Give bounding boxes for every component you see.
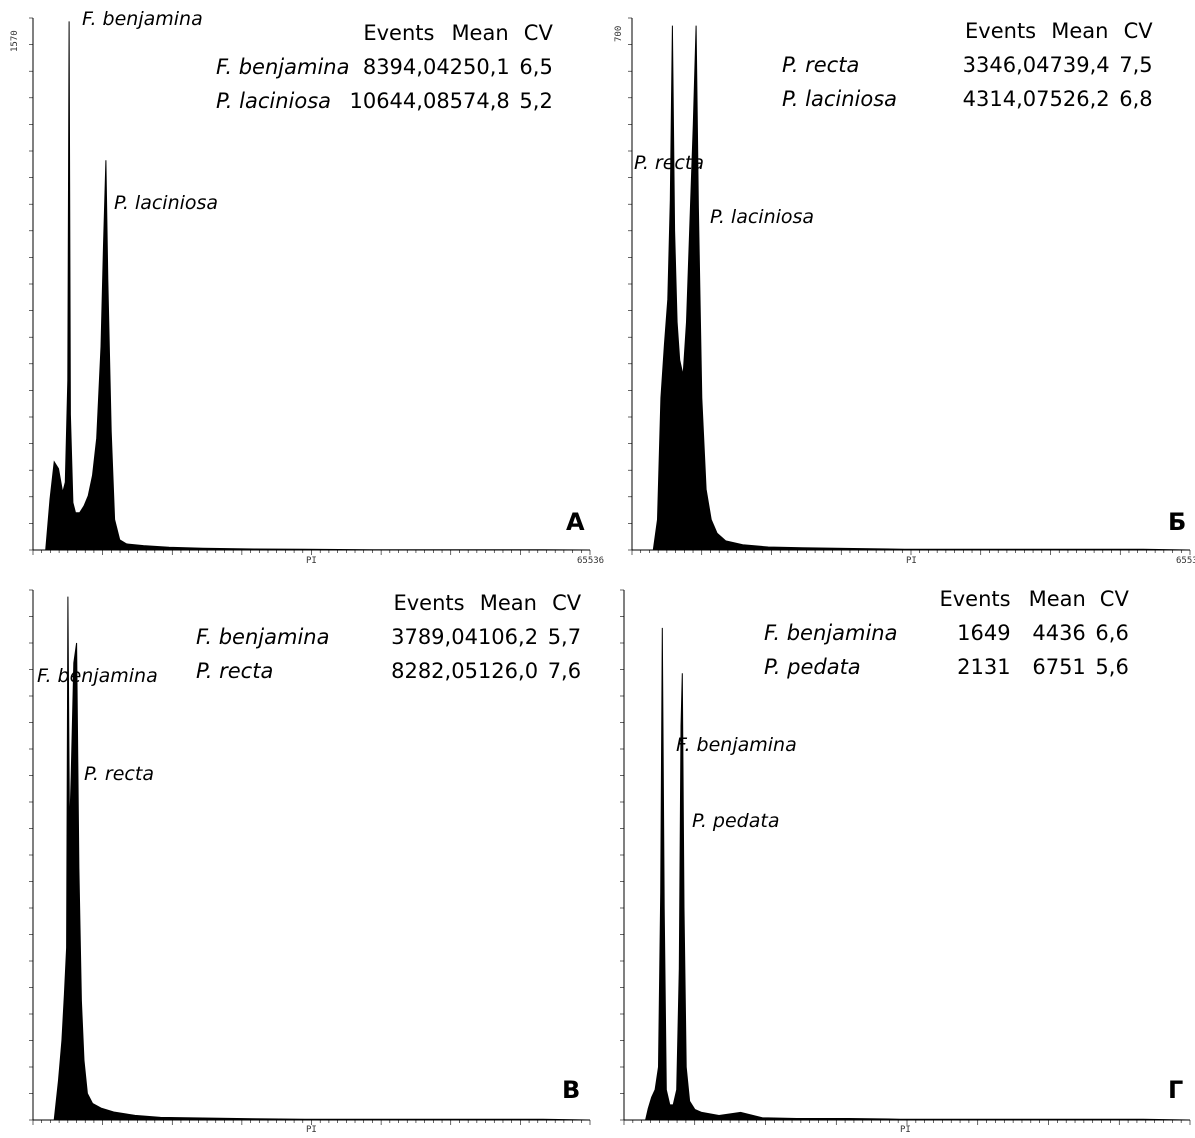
histogram-area [624, 627, 1191, 1121]
cv-cell: 5,2 [519, 89, 553, 113]
cv-cell: 7,6 [547, 659, 582, 683]
mean-cell: 4250,1 [436, 55, 510, 79]
species-cell: P. recta [196, 659, 274, 683]
col-cv: CV [523, 21, 553, 45]
peak-label-2: P. recta [84, 763, 154, 785]
cv-cell: 7,5 [1119, 53, 1153, 77]
peak-label-2: P. laciniosa [114, 192, 219, 214]
events-cell: 3789,0 [391, 625, 465, 649]
mean-cell: 8574,8 [436, 89, 510, 113]
peak-label-1: P. recta [634, 152, 704, 174]
peak-label-1: F. benjamina [37, 665, 158, 687]
col-events: Events [363, 21, 435, 45]
x-axis-label: PI [900, 1125, 911, 1135]
panel-letter: А [566, 508, 585, 536]
x-max-label: 65536 [1176, 556, 1195, 566]
col-mean: Mean [1051, 19, 1109, 43]
stats-table: Events Mean CV F. benjamina 3789,0 4106,… [196, 586, 581, 688]
panel-a: 1570 65536 PI F. benjamina P. laciniosa … [0, 0, 604, 570]
y-max-label: 1570 [10, 30, 20, 52]
stats-row: F. benjamina 3789,0 4106,2 5,7 [196, 620, 581, 654]
events-cell: 4314,0 [962, 87, 1037, 111]
panel-c: PI F. benjamina P. recta Events Mean CV … [0, 570, 600, 1138]
events-cell: 2131 [957, 655, 1011, 679]
stats-row: P. recta 8282,0 5126,0 7,6 [196, 654, 581, 688]
stats-row: F. benjamina 1649 4436 6,6 [764, 616, 1129, 650]
mean-cell: 4739,4 [1036, 53, 1110, 77]
histogram-d [620, 589, 1191, 1125]
peak-label-2: P. pedata [692, 810, 780, 832]
stats-row: F. benjamina 8394,0 4250,1 6,5 [216, 50, 553, 84]
col-cv: CV [1123, 19, 1153, 43]
cv-cell: 5,7 [547, 625, 582, 649]
events-cell: 3346,0 [962, 53, 1037, 77]
stats-row: P. laciniosa 4314,0 7526,2 6,8 [782, 82, 1153, 116]
x-max-label: 65536 [577, 556, 605, 566]
stats-row: P. recta 3346,0 4739,4 7,5 [782, 48, 1153, 82]
cv-cell: 6,8 [1119, 87, 1153, 111]
peak-label-1: F. benjamina [82, 8, 203, 30]
cv-cell: 6,6 [1095, 621, 1129, 645]
col-mean: Mean [1028, 587, 1086, 611]
species-cell: F. benjamina [196, 625, 330, 649]
mean-cell: 5126,0 [464, 659, 539, 683]
panel-b: 700 65536 PI P. recta P. laciniosa Event… [600, 0, 1195, 570]
cv-cell: 6,5 [519, 55, 553, 79]
histogram-c [29, 589, 591, 1125]
histogram-area [33, 596, 591, 1121]
panel-letter: Б [1168, 508, 1187, 536]
stats-table: Events Mean CV P. recta 3346,0 4739,4 7,… [782, 14, 1153, 116]
stats-table: Events Mean CV F. benjamina 1649 4436 6,… [764, 582, 1129, 684]
species-cell: P. recta [782, 53, 860, 77]
col-mean: Mean [479, 591, 537, 615]
col-events: Events [965, 19, 1037, 43]
mean-cell: 7526,2 [1036, 87, 1110, 111]
mean-cell: 4436 [1032, 621, 1086, 645]
col-events: Events [393, 591, 465, 615]
y-max-label: 700 [614, 25, 624, 42]
col-mean: Mean [451, 21, 509, 45]
histogram-area [632, 25, 1191, 551]
cv-cell: 5,6 [1095, 655, 1129, 679]
peak-label-1: F. benjamina [676, 734, 797, 756]
histogram-a [29, 17, 591, 555]
species-cell: P. laciniosa [216, 89, 332, 113]
stats-row: P. laciniosa 10644,0 8574,8 5,2 [216, 84, 553, 118]
events-cell: 1649 [957, 621, 1011, 645]
stats-table: Events Mean CV F. benjamina 8394,0 4250,… [216, 16, 553, 118]
x-axis-label: PI [906, 556, 917, 566]
species-cell: F. benjamina [764, 621, 898, 645]
col-cv: CV [1099, 587, 1129, 611]
histogram-area [33, 21, 591, 551]
peak-label-2: P. laciniosa [710, 206, 815, 228]
mean-cell: 6751 [1032, 655, 1086, 679]
events-cell: 8394,0 [362, 55, 437, 79]
species-cell: P. laciniosa [782, 87, 898, 111]
events-cell: 8282,0 [391, 659, 465, 683]
events-cell: 10644,0 [349, 89, 437, 113]
stats-row: P. pedata 2131 6751 5,6 [764, 650, 1129, 684]
x-axis-label: PI [306, 556, 317, 566]
panel-d: PI F. benjamina P. pedata Events Mean CV… [600, 570, 1195, 1138]
col-cv: CV [552, 591, 582, 615]
panel-letter: В [562, 1076, 581, 1104]
mean-cell: 4106,2 [464, 625, 539, 649]
histogram-b [628, 17, 1191, 555]
panel-letter: Г [1168, 1076, 1184, 1104]
x-axis-label: PI [306, 1125, 317, 1135]
species-cell: F. benjamina [216, 55, 350, 79]
col-events: Events [939, 587, 1011, 611]
species-cell: P. pedata [764, 655, 861, 679]
